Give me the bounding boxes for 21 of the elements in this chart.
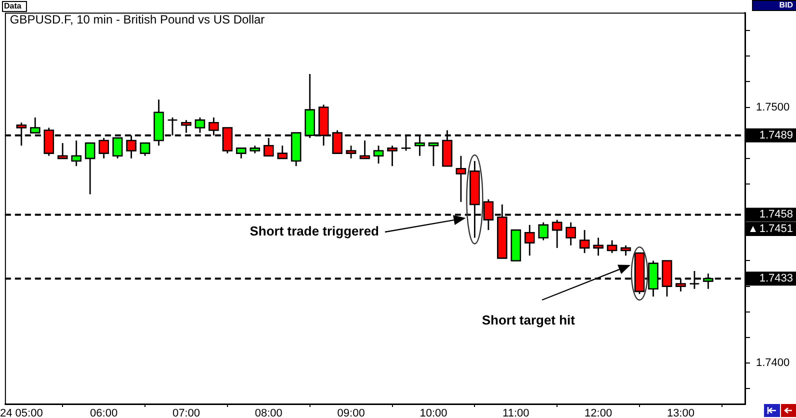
annotation: Short target hit (482, 312, 576, 328)
text: BID (779, 0, 794, 10)
ref-line-label: 1.7458 (759, 208, 793, 221)
ref-line-label: 1.7433 (759, 272, 793, 285)
chart-title: GBPUSD.F, 10 min - British Pound vs US Dollar (10, 12, 265, 26)
text: 1.7451 (759, 223, 793, 236)
x-tick-label: 06:00 (90, 408, 118, 418)
x-tick-label: 08:00 (254, 408, 282, 418)
annotation: Short trade triggered (250, 224, 380, 239)
x-tick-label: 11:00 (502, 408, 530, 418)
y-tick-label: 1.7400 (756, 357, 790, 370)
candlestick (387, 144, 398, 167)
x-tick-label: 10:00 (420, 408, 448, 418)
ref-line-label: 1.7489 (759, 129, 793, 142)
x-tick-label: 09:00 (337, 408, 365, 418)
text: Data (4, 2, 22, 11)
x-tick-label: 07:00 (172, 408, 200, 418)
x-tick-label: 13:00 (666, 408, 694, 418)
x-tick-label: 12:00 (584, 408, 612, 418)
x-tick-label: 24 05:00 (0, 408, 43, 418)
y-tick-label: 1.7500 (756, 101, 790, 114)
